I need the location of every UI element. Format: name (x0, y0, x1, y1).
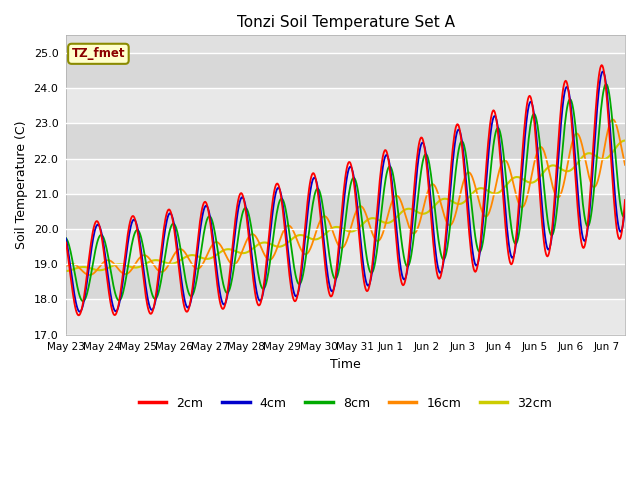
Bar (66, 123, 625, 158)
Legend: 2cm, 4cm, 8cm, 16cm, 32cm: 2cm, 4cm, 8cm, 16cm, 32cm (134, 392, 557, 415)
Bar (66, 264, 625, 300)
Bar (66, 194, 625, 229)
Bar (66, 229, 625, 264)
Bar (66, 158, 625, 194)
Text: TZ_fmet: TZ_fmet (72, 48, 125, 60)
X-axis label: Time: Time (330, 358, 361, 371)
Bar (66, 53, 625, 88)
Y-axis label: Soil Temperature (C): Soil Temperature (C) (15, 120, 28, 249)
Title: Tonzi Soil Temperature Set A: Tonzi Soil Temperature Set A (237, 15, 454, 30)
Bar (66, 88, 625, 123)
Bar (66, 300, 625, 335)
